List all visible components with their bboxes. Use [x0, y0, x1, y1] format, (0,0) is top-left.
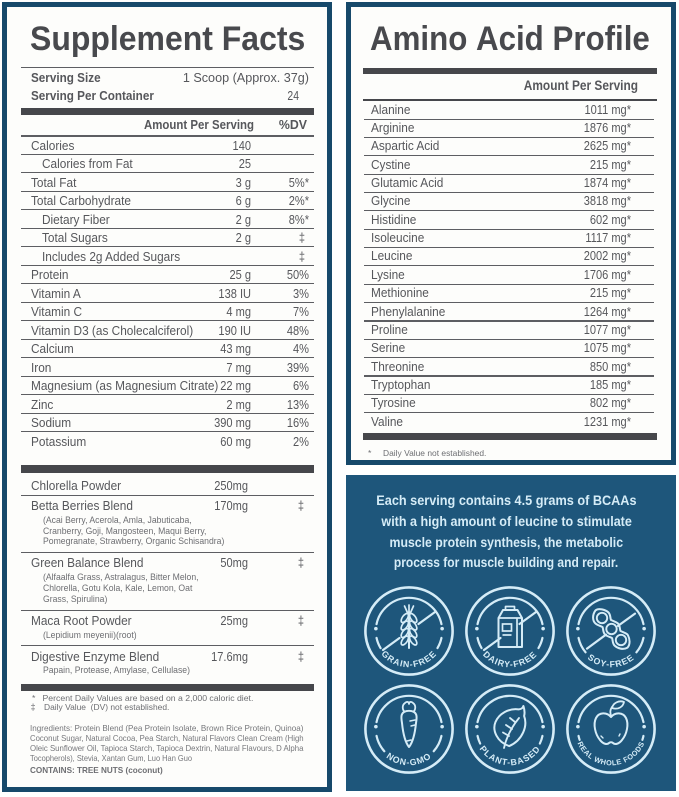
svg-text:GRAIN-FREE: GRAIN-FREE [379, 649, 438, 670]
svg-text:REAL WHOLE FOODS: REAL WHOLE FOODS [576, 740, 647, 768]
svg-text:SOY-FREE: SOY-FREE [586, 652, 636, 669]
svg-text:NON-GMO: NON-GMO [385, 751, 433, 768]
svg-text:PLANT-BASED: PLANT-BASED [478, 744, 543, 768]
svg-text:DAIRY-FREE: DAIRY-FREE [481, 649, 539, 669]
